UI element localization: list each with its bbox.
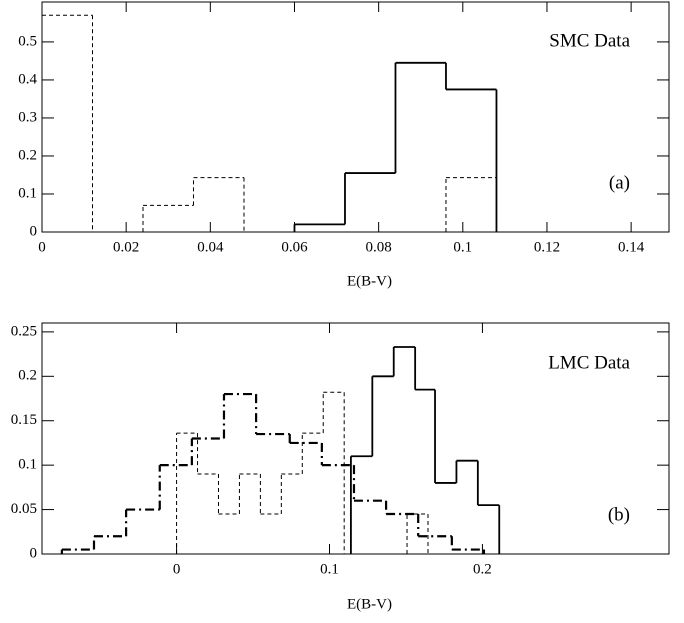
x-tick-label: 0.14	[618, 239, 645, 255]
y-tick-label: 0.3	[18, 109, 37, 125]
plot-frame	[41, 322, 670, 555]
y-tick-label: 0.5	[18, 33, 37, 49]
x-tick-label: 0.04	[197, 239, 224, 255]
annotation: (a)	[609, 172, 630, 193]
y-tick-label: 0.15	[11, 412, 37, 428]
annotation: LMC Data	[548, 352, 630, 373]
x-tick-label: 0.06	[281, 239, 308, 255]
x-tick-label: 0	[38, 239, 46, 255]
y-tick-label: 0.2	[18, 147, 37, 163]
y-tick-label: 0.25	[11, 323, 37, 339]
annotation: (b)	[608, 504, 630, 525]
y-tick-label: 0.1	[18, 185, 37, 201]
x-axis-label: E(B-V)	[347, 273, 392, 289]
x-tick-label: 0.2	[473, 561, 492, 577]
x-tick-label: 0.1	[453, 239, 472, 255]
x-tick-label: 0	[173, 561, 181, 577]
y-tick-label: 0.2	[18, 368, 37, 384]
x-tick-label: 0.1	[320, 561, 339, 577]
x-tick-label: 0.12	[534, 239, 560, 255]
y-tick-label: 0	[30, 545, 38, 561]
x-axis-label: E(B-V)	[347, 596, 392, 612]
y-tick-label: 0.05	[11, 501, 37, 517]
x-tick-label: 0.02	[113, 239, 139, 255]
y-tick-label: 0	[30, 223, 38, 239]
annotation: SMC Data	[549, 30, 630, 51]
y-tick-label: 0.4	[18, 71, 37, 87]
x-tick-label: 0.08	[366, 239, 392, 255]
y-tick-label: 0.1	[18, 457, 37, 473]
